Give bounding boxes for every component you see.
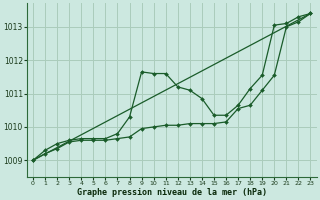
X-axis label: Graphe pression niveau de la mer (hPa): Graphe pression niveau de la mer (hPa): [77, 188, 267, 197]
